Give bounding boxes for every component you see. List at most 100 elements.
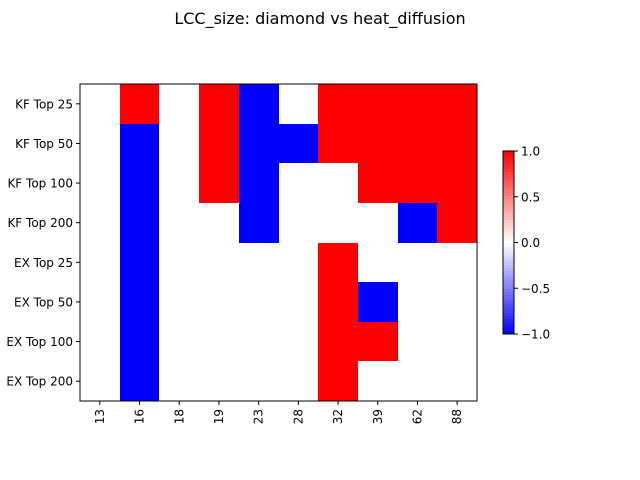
colorbar-gradient-segment [503,163,514,167]
colorbar-gradient-segment [503,241,514,245]
colorbar-gradient-segment [503,244,514,248]
heatmap-cell [318,322,358,361]
heatmap-cell [159,322,199,361]
heatmap-cell [318,124,358,163]
heatmap-cell [80,124,120,163]
heatmap-cell [318,84,358,124]
colorbar-gradient-segment [503,304,514,308]
heatmap-cell [199,282,239,322]
colorbar-gradient-segment [503,277,514,281]
colorbar-gradient-segment [503,313,514,317]
heatmap-cell [239,282,279,322]
y-tick-label: KF Top 100 [7,177,73,191]
heatmap-cell [80,203,120,243]
heatmap-cell [80,163,120,203]
heatmap-cell [358,322,398,361]
colorbar-gradient-segment [503,214,514,218]
heatmap-cell [318,203,358,243]
colorbar-gradient-segment [503,154,514,158]
colorbar-gradient-segment [503,310,514,314]
colorbar-gradient-segment [503,268,514,272]
heatmap-cell [239,203,279,243]
heatmap-cell [199,361,239,401]
heatmap-cell [358,203,398,243]
heatmap-cell [120,163,159,203]
heatmap-cell [199,322,239,361]
colorbar-gradient-segment [503,295,514,299]
heatmap-cell [437,124,477,163]
colorbar-gradient-segment [503,211,514,215]
colorbar-gradient-segment [503,172,514,176]
heatmap-cell [120,203,159,243]
colorbar: 1.0 0.5 0.0 −0.5 −1.0 [502,145,550,342]
colorbar-gradient-segment [503,256,514,260]
heatmap-cell [437,243,477,282]
colorbar-gradient-segment [503,169,514,173]
colorbar-tick-label: −1.0 [521,328,550,342]
colorbar-gradient-segment [503,196,514,200]
colorbar-gradient-segment [503,253,514,257]
heatmap-cell [120,124,159,163]
x-axis: 13 16 18 19 23 28 32 39 62 88 [93,401,464,424]
colorbar-gradient-segment [503,322,514,326]
heatmap-cell [358,243,398,282]
heatmap-cell [279,203,318,243]
heatmap-cell [159,243,199,282]
heatmap-cell [437,282,477,322]
colorbar-gradient-segment [503,160,514,164]
y-tick-label: KF Top 25 [15,97,73,111]
heatmap-cell [199,243,239,282]
heatmap-cell [398,243,437,282]
colorbar-gradient-segment [503,193,514,197]
heatmap-cell [437,163,477,203]
heatmap-cell [159,361,199,401]
heatmap-cell [437,361,477,401]
heatmap-cell [159,163,199,203]
colorbar-gradient-segment [503,271,514,275]
heatmap-cell [199,203,239,243]
colorbar-gradient-segment [503,187,514,191]
colorbar-gradient-segment [503,301,514,305]
heatmap-cell [398,282,437,322]
x-tick-label: 28 [291,409,305,424]
heatmap-cell [159,282,199,322]
y-tick-label: KF Top 50 [15,137,73,151]
heatmap-cell [279,282,318,322]
x-tick-label: 62 [410,409,424,424]
colorbar-gradient-segment [503,280,514,284]
heatmap-cell [398,322,437,361]
colorbar-gradient-segment [503,289,514,293]
heatmap-cell [120,243,159,282]
heatmap-cell [398,84,437,124]
colorbar-gradient-segment [503,217,514,221]
colorbar-gradient-segment [503,298,514,302]
colorbar-gradient-segment [503,265,514,269]
heatmap-cell [199,84,239,124]
heatmap-cell [358,163,398,203]
chart-title: LCC_size: diamond vs heat_diffusion [174,9,465,29]
x-tick-label: 88 [450,409,464,424]
colorbar-gradient-segment [503,223,514,227]
colorbar-gradient-segment [503,238,514,242]
colorbar-tick-label: 0.0 [521,236,540,250]
colorbar-gradient-segment [503,319,514,323]
colorbar-gradient-segment [503,247,514,251]
heatmap-cell [159,203,199,243]
colorbar-gradient-segment [503,220,514,224]
heatmap-cell [279,361,318,401]
colorbar-gradient-segment [503,178,514,182]
heatmap-cell [239,163,279,203]
y-tick-label: EX Top 100 [6,335,73,349]
heatmap-cell [398,163,437,203]
x-tick-label: 19 [212,409,226,424]
colorbar-gradient-segment [503,175,514,179]
x-tick-label: 16 [133,409,147,424]
heatmap-cell [80,361,120,401]
heatmap-cell [159,84,199,124]
colorbar-gradient-segment [503,316,514,320]
heatmap-cell [239,124,279,163]
heatmap-cell [398,203,437,243]
heatmap-cell [358,84,398,124]
y-tick-label: EX Top 50 [14,295,73,309]
